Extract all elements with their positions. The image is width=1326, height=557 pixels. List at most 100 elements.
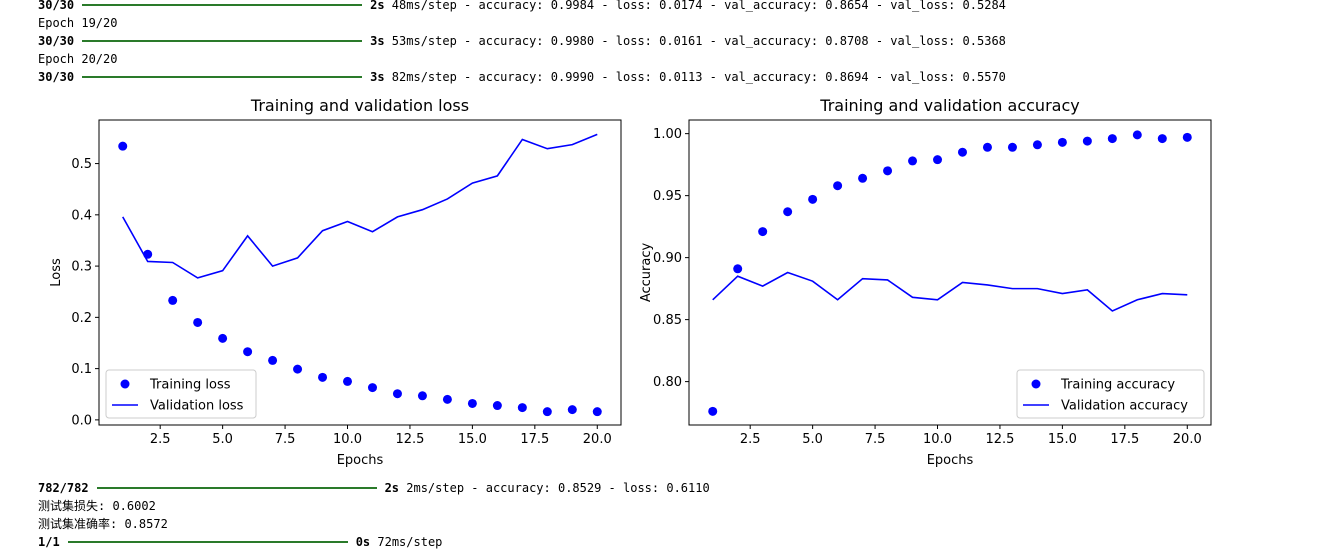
- console-text: 测试集损失: 0.6002: [38, 499, 156, 513]
- data-point: [1107, 134, 1117, 144]
- x-tick-label: 10.0: [333, 432, 362, 447]
- legend-marker-dot: [1031, 379, 1041, 389]
- console-text: Epoch 19/20: [38, 16, 118, 30]
- x-tick-label: 5.0: [802, 432, 823, 447]
- data-point: [1082, 136, 1092, 146]
- series-line-validation: [712, 271, 1188, 312]
- data-point: [392, 389, 402, 399]
- data-point: [883, 166, 893, 176]
- x-tick-label: 12.5: [395, 432, 424, 447]
- progress-steps: 30/30: [38, 0, 75, 12]
- data-point: [243, 347, 253, 357]
- console-text-line: Epoch 20/20: [38, 50, 1006, 68]
- x-tick-label: 10.0: [923, 432, 952, 447]
- x-tick-label: 2.5: [740, 432, 761, 447]
- x-tick-label: 20.0: [583, 432, 612, 447]
- data-point: [933, 155, 943, 165]
- x-tick-label: 7.5: [275, 432, 296, 447]
- console-text: Epoch 20/20: [38, 52, 118, 66]
- data-point: [567, 405, 577, 415]
- data-point: [1032, 140, 1042, 150]
- data-point: [517, 403, 527, 413]
- legend-label: Training loss: [149, 378, 231, 393]
- progress-bar: [82, 76, 363, 78]
- data-point: [1157, 134, 1167, 144]
- data-point: [417, 391, 427, 401]
- console-output-bottom: 782/782 2s 2ms/step - accuracy: 0.8529 - …: [38, 479, 710, 551]
- y-tick-label: 0.85: [653, 313, 682, 328]
- progress-bar: [82, 4, 363, 6]
- progress-time: 3s: [370, 34, 385, 48]
- progress-metrics: 2ms/step - accuracy: 0.8529 - loss: 0.61…: [399, 481, 710, 495]
- accuracy-chart: Training and validation accuracy 2.5 5.0 7.…: [639, 96, 1212, 468]
- data-point: [118, 141, 128, 151]
- y-tick-label: 0.4: [71, 208, 92, 223]
- y-axis-label: Loss: [49, 258, 64, 287]
- progress-steps: 782/782: [38, 481, 89, 495]
- progress-line: 1/1 0s 72ms/step: [38, 533, 710, 551]
- data-point: [708, 406, 718, 416]
- console-text-line: 测试集损失: 0.6002: [38, 497, 710, 515]
- data-point: [833, 181, 843, 191]
- data-point: [293, 364, 303, 374]
- progress-line: 782/782 2s 2ms/step - accuracy: 0.8529 - …: [38, 479, 710, 497]
- y-tick-label: 0.1: [71, 362, 92, 377]
- data-point: [268, 355, 278, 365]
- y-tick-label: 0.90: [653, 251, 682, 266]
- x-tick-label: 5.0: [212, 432, 233, 447]
- x-axis-label: Epochs: [927, 453, 974, 468]
- progress-time: 2s: [370, 0, 385, 12]
- y-tick-label: 0.95: [653, 189, 682, 204]
- data-point: [1007, 142, 1017, 152]
- progress-time: 3s: [370, 70, 385, 84]
- x-tick-label: 12.5: [985, 432, 1014, 447]
- data-point: [592, 407, 602, 417]
- data-point: [542, 407, 552, 417]
- chart-title: Training and validation loss: [250, 96, 469, 115]
- y-tick-label: 0.5: [71, 157, 92, 172]
- y-tick-label: 0.80: [653, 375, 682, 390]
- progress-time: 2s: [384, 481, 400, 495]
- console-text: 测试集准确率: 0.8572: [38, 517, 168, 531]
- y-tick-label: 1.00: [653, 127, 682, 142]
- data-point: [858, 173, 868, 183]
- data-point: [367, 383, 377, 393]
- progress-metrics: 72ms/step: [370, 535, 443, 549]
- progress-line: 30/30 3s 53ms/step - accuracy: 0.9980 - l…: [38, 32, 1006, 50]
- x-tick-label: 17.5: [520, 432, 549, 447]
- y-tick-label: 0.3: [71, 260, 92, 275]
- console-text-line: 测试集准确率: 0.8572: [38, 515, 710, 533]
- data-point: [982, 142, 992, 152]
- legend-marker-dot: [120, 379, 130, 389]
- progress-metrics: 82ms/step - accuracy: 0.9990 - loss: 0.0…: [384, 70, 1006, 84]
- progress-bar: [82, 40, 363, 42]
- progress-line: 30/30 3s 82ms/step - accuracy: 0.9990 - l…: [38, 68, 1006, 86]
- x-tick-label: 20.0: [1173, 432, 1202, 447]
- data-point: [193, 317, 203, 327]
- data-point: [442, 394, 452, 404]
- progress-bar: [96, 487, 377, 489]
- data-point: [343, 376, 353, 386]
- x-tick-label: 15.0: [1048, 432, 1077, 447]
- legend-box: [1016, 369, 1205, 419]
- console-output-top: 30/30 2s 48ms/step - accuracy: 0.9984 - l…: [38, 0, 1006, 86]
- progress-metrics: 48ms/step - accuracy: 0.9984 - loss: 0.0…: [384, 0, 1006, 12]
- legend-label: Validation loss: [150, 399, 244, 414]
- data-point: [1182, 132, 1192, 142]
- progress-steps: 30/30: [38, 70, 75, 84]
- data-point: [492, 401, 502, 411]
- x-axis-label: Epochs: [337, 453, 384, 468]
- data-point: [733, 264, 743, 274]
- data-point: [467, 398, 477, 408]
- loss-chart: Training and validation loss 2.5 5.0 7.5 10.…: [49, 96, 622, 468]
- plot-frame: [688, 119, 1212, 426]
- data-point: [957, 147, 967, 157]
- progress-metrics: 53ms/step - accuracy: 0.9980 - loss: 0.0…: [384, 34, 1006, 48]
- x-tick-label: 7.5: [865, 432, 886, 447]
- legend-label: Validation accuracy: [1061, 399, 1188, 414]
- x-tick-label: 15.0: [458, 432, 487, 447]
- progress-steps: 1/1: [38, 535, 60, 549]
- console-text-line: Epoch 19/20: [38, 14, 1006, 32]
- progress-bar: [67, 541, 348, 543]
- y-tick-label: 0.0: [71, 413, 92, 428]
